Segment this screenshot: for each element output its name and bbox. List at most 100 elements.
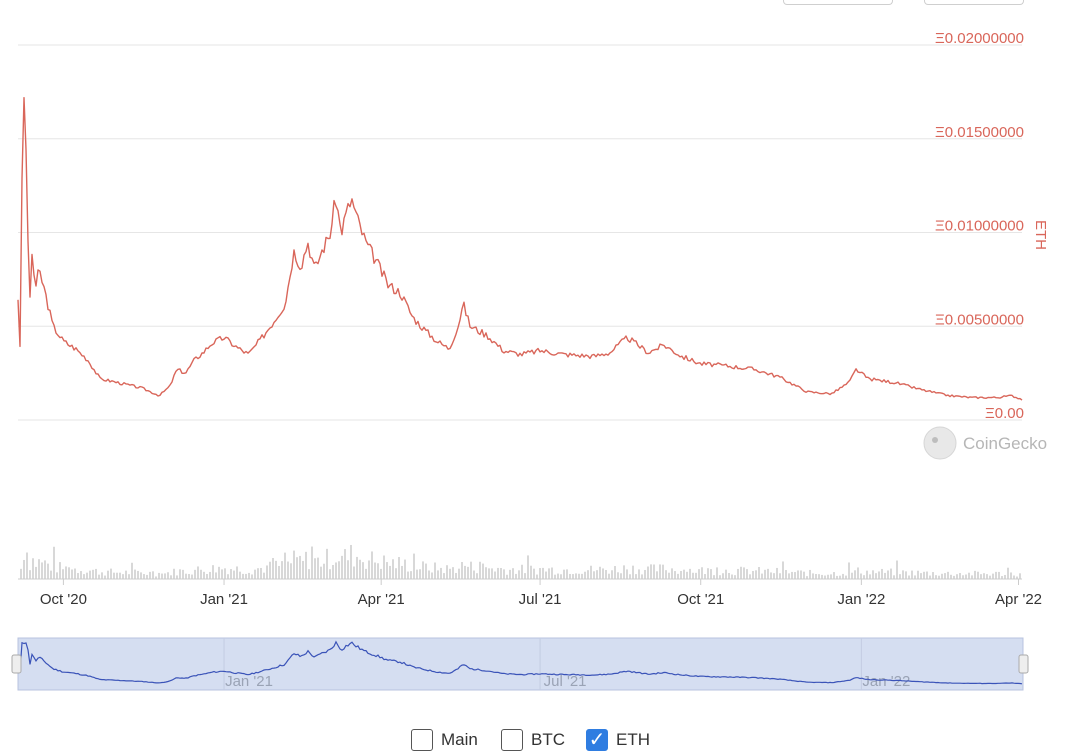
volume-bar xyxy=(875,573,877,579)
brand-name: CoinGecko xyxy=(963,434,1047,453)
volume-bar xyxy=(221,569,223,579)
volume-bar xyxy=(767,568,769,579)
volume-bar xyxy=(119,572,121,579)
volume-bar xyxy=(560,574,562,579)
volume-bar xyxy=(542,567,544,579)
volume-bar xyxy=(56,572,58,579)
volume-bar xyxy=(437,570,439,579)
volume-bar xyxy=(149,571,151,579)
range-button-left[interactable] xyxy=(783,0,893,5)
volume-bar xyxy=(218,566,220,579)
volume-bar xyxy=(506,574,508,579)
volume-bar xyxy=(536,574,538,579)
volume-bar xyxy=(521,564,523,579)
volume-bar xyxy=(659,564,661,579)
legend-item-btc[interactable]: BTC xyxy=(501,728,565,752)
volume-bar xyxy=(86,572,88,579)
volume-bar xyxy=(533,568,535,579)
volume-bar xyxy=(425,563,427,579)
volume-bar xyxy=(764,569,766,579)
volume-bar xyxy=(722,573,724,579)
volume-bar xyxy=(74,568,76,579)
legend-label-btc: BTC xyxy=(531,730,565,749)
volume-bar xyxy=(689,568,691,579)
volume-bar xyxy=(824,575,826,579)
volume-bar xyxy=(371,551,373,579)
range-button-right[interactable] xyxy=(924,0,1024,5)
volume-bar xyxy=(848,562,850,579)
volume-bar xyxy=(65,566,67,579)
volume-bar xyxy=(815,574,817,579)
volume-bar xyxy=(575,573,577,579)
volume-bar xyxy=(410,571,412,579)
volume-bar xyxy=(710,569,712,579)
volume-bar xyxy=(407,571,409,579)
volume-bar xyxy=(266,565,268,579)
navigator-handle-left[interactable] xyxy=(11,654,22,674)
volume-bar xyxy=(164,573,166,579)
volume-bar xyxy=(530,565,532,579)
volume-bar xyxy=(977,571,979,579)
volume-bar xyxy=(962,575,964,579)
eth-checkbox[interactable]: ✓ xyxy=(586,729,608,751)
btc-checkbox[interactable] xyxy=(501,729,523,751)
legend-item-main[interactable]: Main xyxy=(411,728,478,752)
volume-bar xyxy=(467,566,469,579)
volume-bar xyxy=(581,573,583,579)
volume-bar xyxy=(245,573,247,579)
volume-bar xyxy=(77,573,79,579)
volume-bar xyxy=(791,571,793,579)
volume-bar xyxy=(905,571,907,579)
volume-bar xyxy=(329,569,331,579)
volume-bar xyxy=(674,571,676,579)
volume-bar xyxy=(869,574,871,579)
volume-bar xyxy=(911,570,913,579)
volume-bar xyxy=(47,563,49,579)
volume-bar xyxy=(836,575,838,579)
volume-bar xyxy=(53,546,55,579)
volume-bar xyxy=(62,569,64,579)
volume-bar xyxy=(290,563,292,579)
volume-bar xyxy=(509,569,511,579)
volume-bar xyxy=(302,560,304,579)
navigator-series xyxy=(17,640,1023,685)
volume-bar xyxy=(308,569,310,579)
volume-bar xyxy=(107,570,109,579)
volume-bar xyxy=(491,568,493,579)
legend-item-eth[interactable]: ✓ ETH xyxy=(586,728,650,752)
volume-bar xyxy=(23,559,25,579)
volume-bar xyxy=(569,573,571,579)
volume-bar xyxy=(353,566,355,579)
volume-bar xyxy=(26,552,28,579)
coingecko-logo: CoinGecko xyxy=(923,426,1047,460)
volume-bar xyxy=(1013,575,1015,579)
volume-bar xyxy=(317,557,319,579)
gecko-icon xyxy=(923,426,957,460)
volume-bar xyxy=(572,574,574,579)
volume-bar xyxy=(92,569,94,579)
volume-bar xyxy=(41,562,43,579)
range-navigator[interactable]: Jan '21 Jul '21 Jan '22 xyxy=(11,637,1029,691)
volume-bar xyxy=(182,569,184,579)
volume-bar xyxy=(473,570,475,579)
price-line xyxy=(17,97,1023,401)
volume-bar xyxy=(98,574,100,579)
volume-bar xyxy=(464,565,466,579)
volume-bar xyxy=(383,555,385,579)
volume-bar xyxy=(116,572,118,579)
legend-label-main: Main xyxy=(441,730,478,749)
y-tick-label: Ξ0.00 xyxy=(985,405,1024,422)
navigator-handle-right[interactable] xyxy=(1018,654,1029,674)
volume-bar xyxy=(950,574,952,579)
volume-bar xyxy=(557,573,559,579)
volume-bar xyxy=(215,572,217,579)
volume-bar xyxy=(857,567,859,579)
volume-bar xyxy=(788,573,790,579)
volume-bar xyxy=(194,569,196,579)
volume-bar xyxy=(626,569,628,579)
volume-bar xyxy=(251,574,253,579)
volume-bar xyxy=(803,571,805,579)
volume-bar xyxy=(338,561,340,579)
volume-bar xyxy=(635,574,637,579)
main-checkbox[interactable] xyxy=(411,729,433,751)
